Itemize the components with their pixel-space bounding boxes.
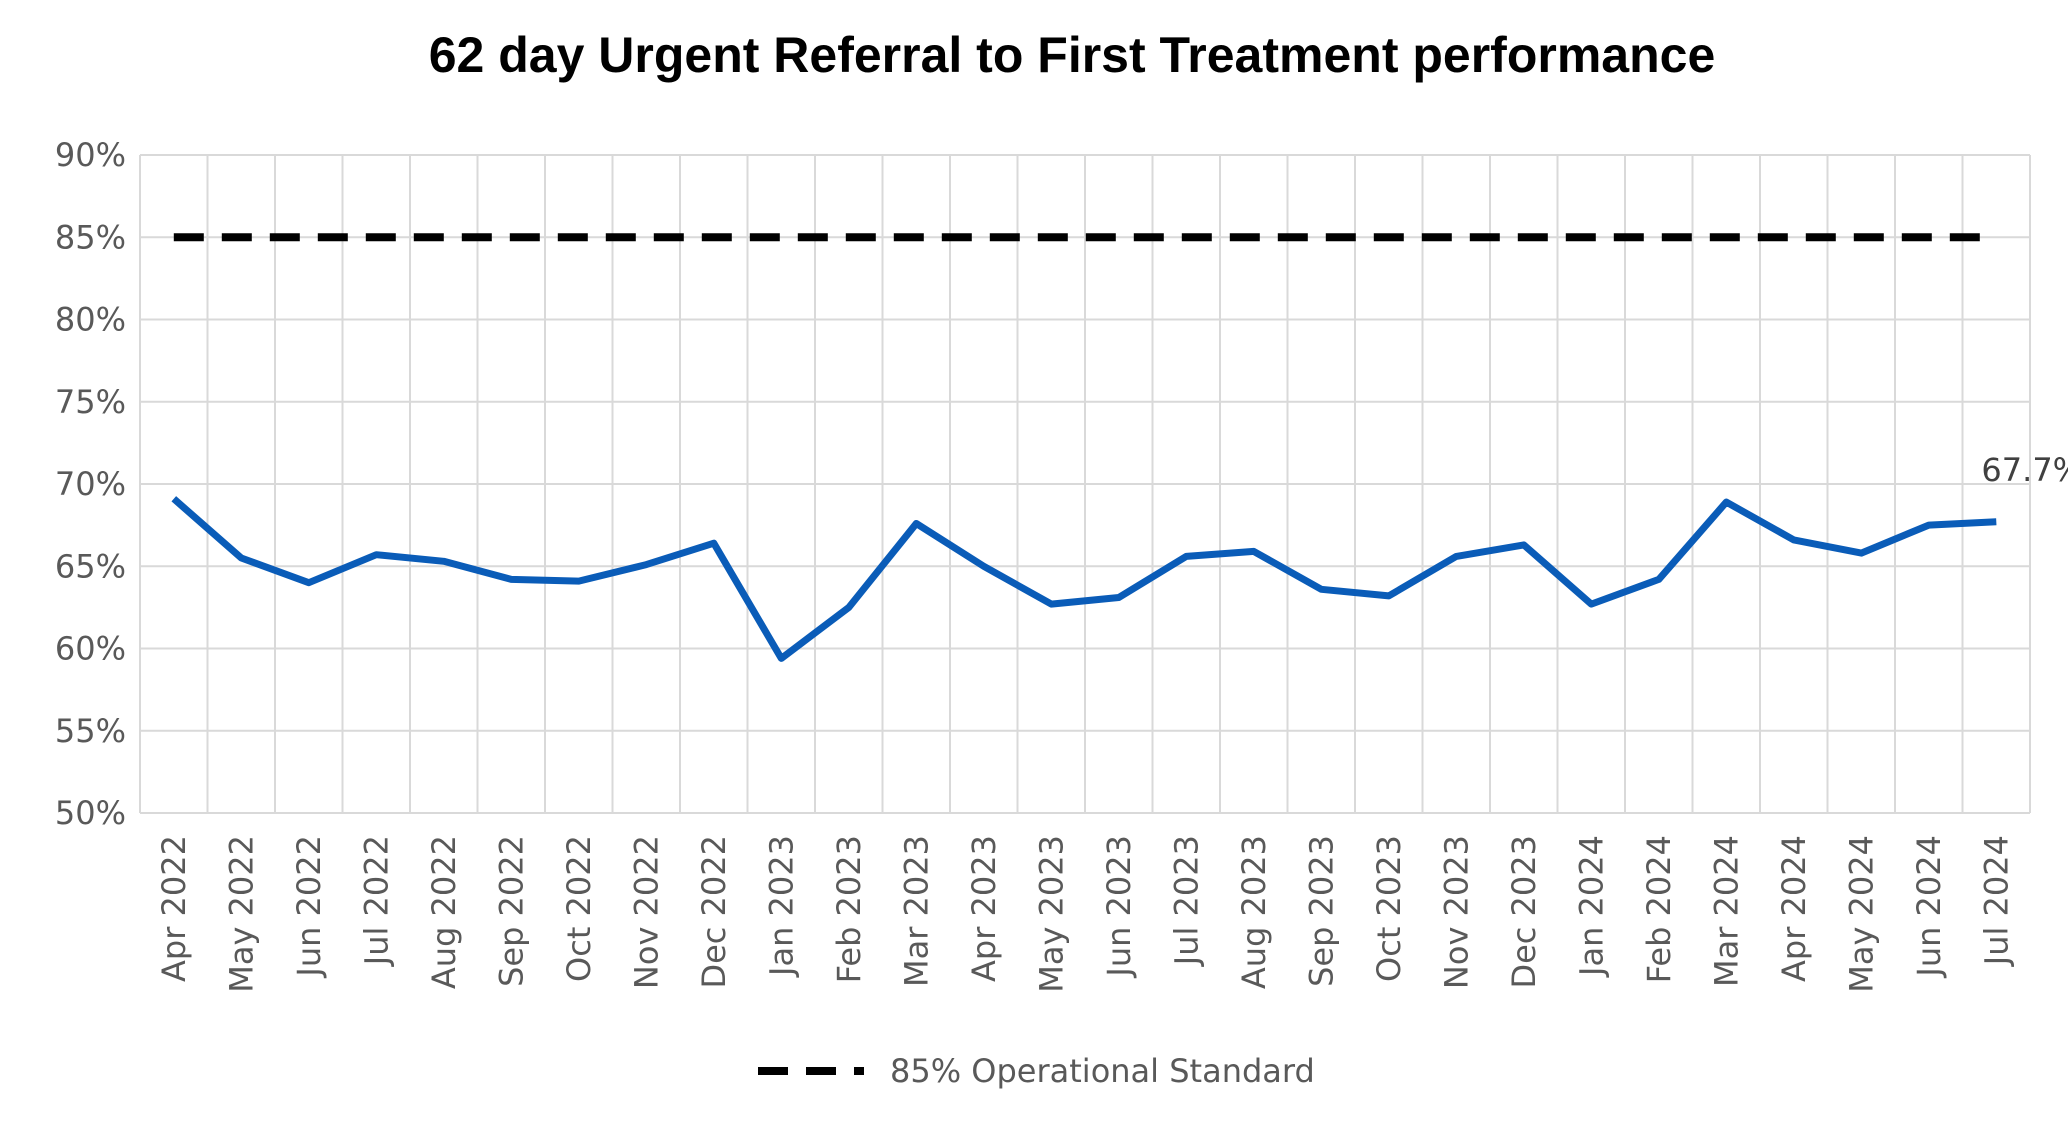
x-tick-label-0: Apr 2022 <box>155 835 193 982</box>
data-labels: 67.7% <box>1981 451 2068 489</box>
x-tick-label-12: Apr 2023 <box>965 835 1003 982</box>
chart-title: 62 day Urgent Referral to First Treatmen… <box>429 27 1716 83</box>
y-tick-label-0: 50% <box>55 794 126 832</box>
x-tick-label-14: Jun 2023 <box>1100 835 1138 979</box>
x-tick-label-19: Nov 2023 <box>1437 835 1475 989</box>
x-tick-label-27: Jul 2024 <box>1977 835 2015 967</box>
x-tick-label-26: Jun 2024 <box>1910 835 1948 979</box>
y-tick-label-7: 85% <box>55 218 126 256</box>
x-tick-label-9: Jan 2023 <box>762 835 800 978</box>
x-axis-ticks: Apr 2022 May 2022 Jun 2022 Jul 2022 Aug 2022… <box>155 835 2016 993</box>
y-tick-label-8: 90% <box>55 136 126 174</box>
legend-label-operational-standard: 85% Operational Standard <box>890 1052 1315 1090</box>
x-tick-label-25: May 2024 <box>1842 835 1880 993</box>
y-tick-label-3: 65% <box>55 547 126 585</box>
y-tick-label-1: 55% <box>55 712 126 750</box>
y-tick-label-6: 80% <box>55 301 126 339</box>
y-tick-label-2: 60% <box>55 630 126 668</box>
x-tick-label-23: Mar 2024 <box>1707 835 1745 987</box>
x-tick-label-13: May 2023 <box>1032 835 1070 993</box>
series-lines <box>171 233 1997 662</box>
x-tick-label-21: Jan 2024 <box>1572 835 1610 978</box>
y-tick-label-5: 75% <box>55 383 126 421</box>
x-tick-label-6: Oct 2022 <box>560 835 598 982</box>
x-tick-label-10: Feb 2023 <box>830 835 868 983</box>
x-tick-label-7: Nov 2022 <box>627 835 665 989</box>
grid <box>139 154 2031 814</box>
x-tick-label-16: Aug 2023 <box>1235 835 1273 989</box>
x-tick-label-4: Aug 2022 <box>425 835 463 989</box>
y-tick-label-4: 70% <box>55 465 126 503</box>
series-line-0 <box>171 496 1997 662</box>
data-label-0: 67.7% <box>1981 451 2068 489</box>
x-tick-label-18: Oct 2023 <box>1370 835 1408 982</box>
y-axis-ticks: 50% 55% 60% 65% 70% 75% 80% 85% 90% <box>55 136 126 832</box>
x-tick-label-15: Jul 2023 <box>1167 835 1205 967</box>
x-tick-label-2: Jun 2022 <box>290 835 328 979</box>
x-tick-label-24: Apr 2024 <box>1775 835 1813 982</box>
x-tick-label-5: Sep 2022 <box>492 835 530 987</box>
x-tick-label-22: Feb 2024 <box>1640 835 1678 983</box>
x-tick-label-17: Sep 2023 <box>1302 835 1340 987</box>
x-tick-label-1: May 2022 <box>222 835 260 993</box>
x-tick-label-8: Dec 2022 <box>695 835 733 989</box>
legend: 85% Operational Standard <box>758 1052 1315 1090</box>
x-tick-label-3: Jul 2022 <box>357 835 395 967</box>
x-tick-label-11: Mar 2023 <box>897 835 935 987</box>
x-tick-label-20: Dec 2023 <box>1505 835 1543 989</box>
